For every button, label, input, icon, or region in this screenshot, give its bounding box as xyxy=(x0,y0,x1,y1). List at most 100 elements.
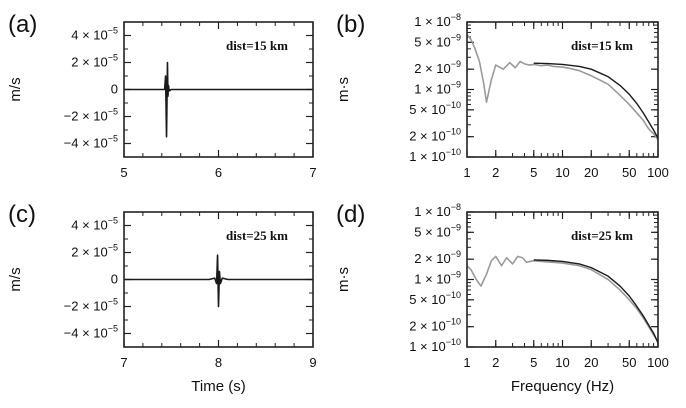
y-tick-mantissa: 5 xyxy=(414,224,421,239)
y-axis-label: m·s xyxy=(335,77,352,102)
x-tick-label: 100 xyxy=(647,165,669,180)
y-tick-exponent: −10 xyxy=(446,127,461,137)
x-tick-label: 5 xyxy=(530,355,537,370)
y-tick-exponent: −10 xyxy=(446,317,461,327)
y-tick-exponent: −5 xyxy=(108,134,118,144)
y-tick-label: −4 × 10−5 xyxy=(64,324,118,341)
y-tick-mantissa: 2 xyxy=(71,55,78,70)
y-tick-mantissa: 2 xyxy=(409,319,416,334)
y-tick-exponent: −5 xyxy=(108,107,118,117)
y-tick-label: 1 × 10−8 xyxy=(414,202,461,219)
y-axis-label: m/s xyxy=(7,77,24,101)
annotation: dist=15 km xyxy=(571,38,633,53)
x-tick-label: 9 xyxy=(309,355,316,370)
annotation: dist=25 km xyxy=(571,228,633,243)
y-tick-times: × 10 xyxy=(416,149,445,164)
x-tick-label: 10 xyxy=(555,165,569,180)
y-tick-mantissa: 4 xyxy=(71,28,78,43)
x-tick-label: 7 xyxy=(309,165,316,180)
y-tick-times: × 10 xyxy=(421,272,450,287)
panel-letter: (a) xyxy=(8,11,37,38)
panel-letter: (d) xyxy=(336,201,365,228)
x-axis-label: Time (s) xyxy=(191,378,245,395)
panel-a: (a)m/s5 6 74 × 10−52 × 10−50−2 × 10−5−4 × … xyxy=(7,11,317,180)
y-tick-mantissa: −2 xyxy=(64,299,79,314)
y-tick-label: 0 xyxy=(111,82,118,97)
y-tick-times: × 10 xyxy=(416,292,445,307)
y-tick-exponent: −10 xyxy=(446,290,461,300)
y-axis-label: m/s xyxy=(7,267,24,291)
y-tick-label: 2 × 10−10 xyxy=(409,317,461,334)
y-tick-exponent: −9 xyxy=(451,270,461,280)
x-tick-label: 5 xyxy=(120,165,127,180)
y-tick-mantissa: 1 xyxy=(414,82,421,97)
y-tick-exponent: −8 xyxy=(451,202,461,212)
y-tick-exponent: −5 xyxy=(108,243,118,253)
y-tick-times: × 10 xyxy=(78,28,107,43)
y-tick-mantissa: 0 xyxy=(111,272,118,287)
y-tick-mantissa: 4 xyxy=(71,218,78,233)
x-tick-label: 7 xyxy=(120,355,127,370)
series-line-trace xyxy=(124,254,313,308)
y-tick-label: 2 × 10−5 xyxy=(71,243,118,260)
y-tick-times: × 10 xyxy=(78,218,107,233)
y-tick-label: 5 × 10−9 xyxy=(414,222,461,239)
y-tick-label: 4 × 10−5 xyxy=(71,26,118,43)
y-tick-mantissa: 2 xyxy=(414,251,421,266)
y-tick-label: 2 × 10−9 xyxy=(414,249,461,266)
y-tick-exponent: −9 xyxy=(451,32,461,42)
y-tick-mantissa: 5 xyxy=(409,292,416,307)
x-tick-label: 50 xyxy=(622,355,636,370)
y-tick-times: × 10 xyxy=(78,245,107,260)
y-tick-exponent: −5 xyxy=(108,216,118,226)
series-line-model xyxy=(533,259,659,344)
y-tick-times: × 10 xyxy=(78,299,107,314)
x-tick-label: 20 xyxy=(584,165,598,180)
y-tick-mantissa: 1 xyxy=(414,14,421,29)
y-tick-times: × 10 xyxy=(421,224,450,239)
y-tick-label: 1 × 10−8 xyxy=(414,12,461,29)
y-tick-mantissa: 1 xyxy=(414,272,421,287)
y-tick-times: × 10 xyxy=(416,102,445,117)
y-tick-label: 2 × 10−5 xyxy=(71,53,118,70)
x-tick-label: 6 xyxy=(215,165,222,180)
y-tick-label: 2 × 10−9 xyxy=(414,59,461,76)
y-tick-mantissa: 0 xyxy=(111,82,118,97)
y-tick-exponent: −9 xyxy=(451,59,461,69)
series-line-observed xyxy=(466,255,659,343)
x-tick-label: 1 xyxy=(463,165,470,180)
y-tick-label: −4 × 10−5 xyxy=(64,134,118,151)
series-line-trace xyxy=(124,61,313,138)
y-tick-label: 4 × 10−5 xyxy=(71,216,118,233)
y-tick-mantissa: 5 xyxy=(414,34,421,49)
plot-frame xyxy=(466,211,659,348)
y-tick-mantissa: 2 xyxy=(414,61,421,76)
y-tick-times: × 10 xyxy=(416,129,445,144)
y-tick-label: 2 × 10−10 xyxy=(409,127,461,144)
y-tick-label: 1 × 10−10 xyxy=(409,337,461,354)
x-tick-label: 2 xyxy=(492,165,499,180)
y-tick-exponent: −5 xyxy=(108,297,118,307)
y-tick-mantissa: 1 xyxy=(409,149,416,164)
y-tick-label: 5 × 10−9 xyxy=(414,32,461,49)
x-tick-label: 20 xyxy=(584,355,598,370)
y-tick-times: × 10 xyxy=(78,55,107,70)
y-tick-exponent: −10 xyxy=(446,337,461,347)
y-tick-label: 5 × 10−10 xyxy=(409,290,461,307)
y-tick-times: × 10 xyxy=(421,61,450,76)
series-line-model xyxy=(533,62,659,139)
x-tick-label: 2 xyxy=(492,355,499,370)
panel-letter: (c) xyxy=(8,201,36,228)
y-tick-times: × 10 xyxy=(416,339,445,354)
y-tick-mantissa: −2 xyxy=(64,109,79,124)
y-tick-exponent: −9 xyxy=(451,222,461,232)
y-tick-exponent: −9 xyxy=(451,80,461,90)
y-tick-times: × 10 xyxy=(78,136,107,151)
panel-letter: (b) xyxy=(336,11,365,38)
y-tick-mantissa: −4 xyxy=(64,326,79,341)
y-tick-label: 1 × 10−10 xyxy=(409,147,461,164)
y-tick-exponent: −5 xyxy=(108,26,118,36)
annotation: dist=25 km xyxy=(226,228,288,243)
y-tick-mantissa: 2 xyxy=(71,245,78,260)
